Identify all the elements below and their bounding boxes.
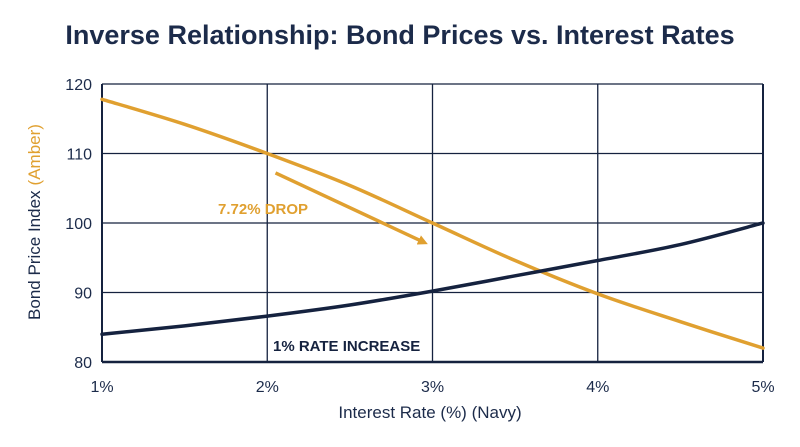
x-tick-label: 3%	[421, 379, 444, 396]
y-axis-label-main: Bond Price Index	[25, 190, 44, 320]
x-tick-label: 2%	[256, 379, 279, 396]
y-axis-label: Bond Price Index (Amber)	[25, 124, 44, 320]
drop-annotation: 7.72% DROP	[218, 201, 308, 218]
y-tick-label: 100	[65, 216, 92, 233]
rate-increase-annotation: 1% RATE INCREASE	[273, 338, 420, 355]
drop-arrow	[274, 171, 428, 245]
x-tick-label: 5%	[751, 379, 774, 396]
tick-labels: 1% 2% 3% 4% 5% 80 90 100 110 120	[65, 77, 774, 396]
x-axis-label: Interest Rate (%) (Navy)	[338, 403, 521, 422]
series-line-bond-price	[100, 97, 765, 350]
series-layer	[100, 97, 765, 350]
x-tick-label: 1%	[90, 379, 113, 396]
y-tick-label: 120	[65, 77, 92, 94]
y-tick-label: 110	[66, 147, 92, 164]
y-tick-label: 90	[74, 286, 92, 303]
y-tick-label: 80	[74, 355, 92, 372]
series-line-rate	[100, 221, 765, 336]
chart-title: Inverse Relationship: Bond Prices vs. In…	[65, 20, 734, 50]
x-tick-label: 4%	[586, 379, 609, 396]
y-axis-label-suffix: (Amber)	[25, 124, 44, 185]
